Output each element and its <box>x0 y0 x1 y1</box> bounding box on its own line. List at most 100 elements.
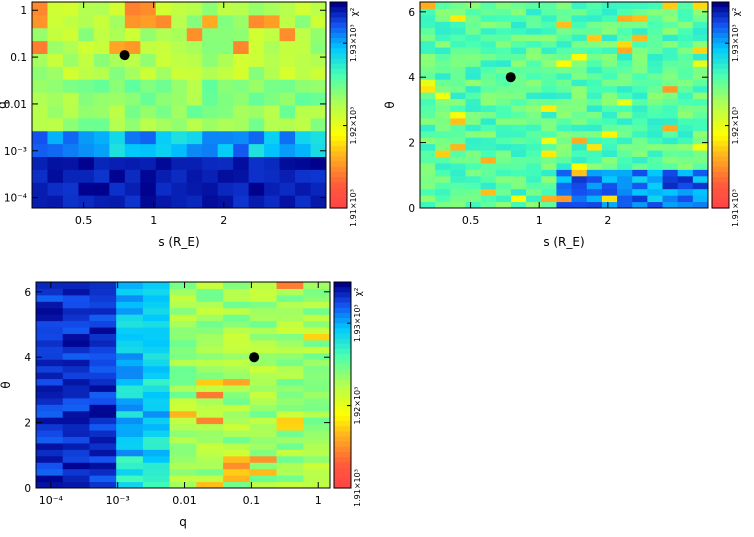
heatmap-cell <box>571 98 588 106</box>
heatmap-cell <box>279 156 296 170</box>
heatmap-cell <box>295 79 312 93</box>
heatmap-cell <box>617 162 633 170</box>
heatmap-cell <box>233 195 250 209</box>
heatmap-cell <box>571 111 588 119</box>
heatmap-cell <box>632 14 648 22</box>
heatmap-cell <box>495 85 512 93</box>
heatmap-cell <box>556 124 573 132</box>
heatmap-cell <box>526 98 542 106</box>
heatmap-cell <box>450 27 466 35</box>
heatmap-cell <box>217 53 234 67</box>
colorbar-segment <box>334 297 351 304</box>
heatmap-cell <box>264 92 281 106</box>
colorbar-segment <box>712 202 729 209</box>
heatmap-cell <box>171 105 188 119</box>
colorbar-segment <box>330 146 347 152</box>
heatmap-cell <box>89 378 117 386</box>
colorbar-segment <box>330 125 347 132</box>
x-tick-label: 2 <box>604 214 611 227</box>
heatmap-cell <box>450 14 466 22</box>
heatmap-cell <box>495 2 512 9</box>
heatmap-cell <box>62 27 79 42</box>
heatmap-cell <box>93 156 110 170</box>
heatmap-cell <box>233 92 250 106</box>
colorbar-segment <box>712 68 729 75</box>
heatmap-cell <box>617 98 633 106</box>
heatmap-cell <box>692 79 709 87</box>
heatmap-cell <box>303 430 331 437</box>
heatmap-cell <box>248 79 265 93</box>
heatmap-cell <box>249 475 278 483</box>
heatmap-cell <box>78 92 95 106</box>
heatmap-cell <box>295 130 312 145</box>
heatmap-cell <box>295 53 312 67</box>
heatmap-cell <box>223 294 251 302</box>
heatmap-cell <box>495 72 512 80</box>
heatmap-cell <box>89 481 117 489</box>
heatmap-cell <box>233 14 250 29</box>
heatmap-cell <box>662 8 679 16</box>
heatmap-cell <box>632 143 648 151</box>
heatmap-cell <box>62 417 90 425</box>
heatmap-cell <box>495 66 512 74</box>
heatmap-cell <box>465 2 482 9</box>
heatmap-cell <box>62 378 90 386</box>
heatmap-cell <box>510 124 527 132</box>
heatmap-cell <box>601 143 618 151</box>
heatmap-cell <box>647 182 664 190</box>
heatmap-cell <box>541 72 557 80</box>
heatmap-cell <box>450 34 466 42</box>
heatmap-cell <box>62 301 90 309</box>
heatmap-cell <box>450 137 466 145</box>
heatmap-cell <box>586 124 603 132</box>
heatmap-cell <box>571 175 588 183</box>
heatmap-cell <box>692 21 709 29</box>
heatmap-cell <box>495 105 512 112</box>
heatmap-cell <box>223 436 251 444</box>
heatmap-cell <box>420 21 436 29</box>
heatmap-cell <box>510 111 527 119</box>
heatmap-cell <box>310 92 327 106</box>
heatmap-cell <box>435 124 451 132</box>
heatmap-cell <box>586 182 603 190</box>
heatmap-cell <box>601 72 618 80</box>
heatmap-cell <box>217 105 234 119</box>
heatmap-cell <box>526 79 542 87</box>
heatmap-cell <box>279 105 296 119</box>
heatmap-cell <box>196 449 224 457</box>
heatmap-cell <box>89 333 117 341</box>
colorbar-segment <box>334 441 351 448</box>
heatmap-cell <box>196 442 224 450</box>
heatmap-cell <box>526 105 542 112</box>
heatmap-cell <box>632 40 648 48</box>
heatmap-cell <box>93 66 110 80</box>
heatmap-cell <box>526 8 542 16</box>
colorbar-segment <box>712 84 729 91</box>
heatmap-cell <box>303 449 331 457</box>
heatmap-cell <box>601 59 618 67</box>
x-tick-label: 10⁻³ <box>106 494 130 507</box>
heatmap-cell <box>264 130 281 145</box>
heatmap-cell <box>495 47 512 54</box>
heatmap-cell <box>586 117 603 125</box>
heatmap-cell <box>526 175 542 183</box>
heatmap-cell <box>89 436 117 444</box>
heatmap-cell <box>541 40 557 48</box>
heatmap-cell <box>692 105 709 112</box>
heatmap-cell <box>249 391 278 399</box>
heatmap-cell <box>116 462 144 470</box>
heatmap-cell <box>465 40 482 48</box>
heatmap-cell <box>692 59 709 67</box>
heatmap-cell <box>249 449 278 457</box>
heatmap-cell <box>480 53 497 61</box>
heatmap-cell <box>171 143 188 158</box>
heatmap-cell <box>617 59 633 67</box>
heatmap-cell <box>142 442 171 450</box>
heatmap-cell <box>510 40 527 48</box>
heatmap-cell <box>248 105 265 119</box>
heatmap-cell <box>541 195 557 203</box>
heatmap-cell <box>601 150 618 157</box>
heatmap-cell <box>541 34 557 42</box>
heatmap-cell <box>186 156 203 170</box>
